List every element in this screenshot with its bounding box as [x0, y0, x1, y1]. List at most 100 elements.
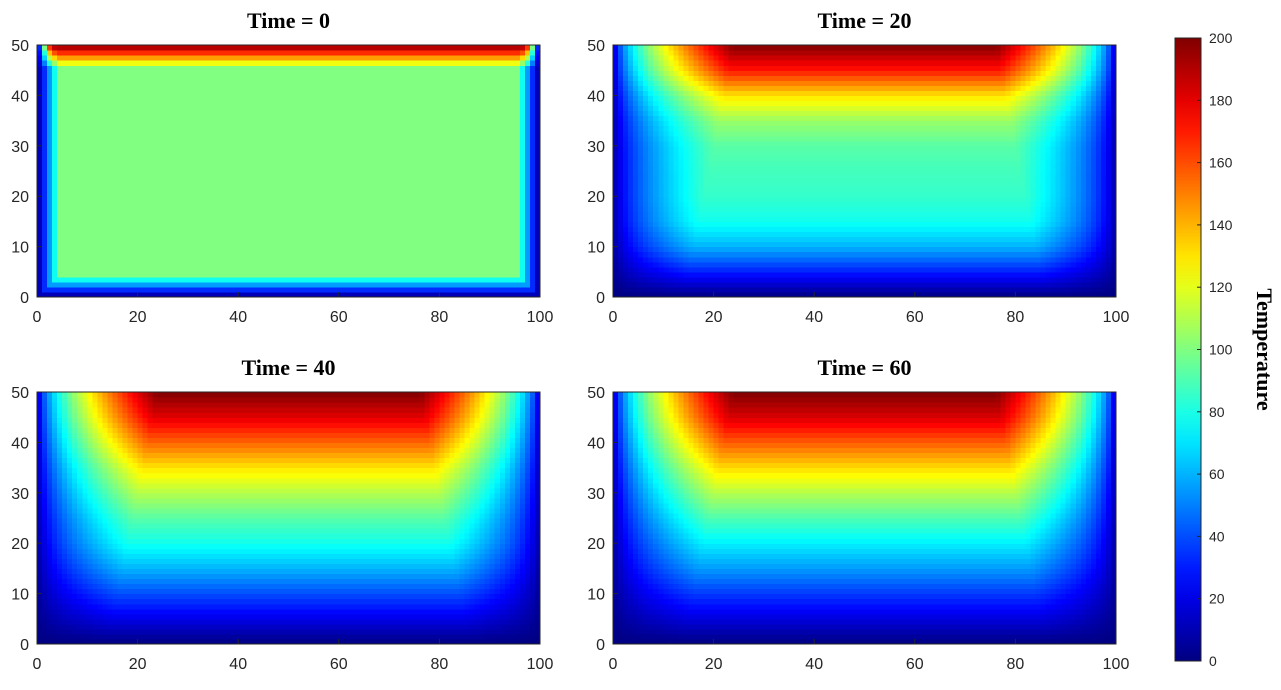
- heatmap-cell: [514, 80, 521, 86]
- heatmap-cell: [42, 95, 48, 102]
- heatmap-cell: [429, 286, 435, 293]
- heatmap-cell: [243, 276, 249, 283]
- heatmap-cell: [529, 150, 536, 157]
- heatmap-cell: [82, 135, 88, 142]
- heatmap-cell: [67, 256, 73, 263]
- heatmap-cell: [328, 155, 335, 162]
- heatmap-cell: [92, 155, 98, 162]
- heatmap-cell: [218, 100, 224, 107]
- heatmap-cell: [529, 221, 536, 228]
- heatmap-cell: [414, 70, 420, 76]
- heatmap-cell: [187, 160, 194, 167]
- heatmap-cell: [147, 186, 154, 192]
- heatmap-cell: [494, 145, 501, 152]
- heatmap-cell: [82, 75, 88, 81]
- heatmap-cell: [484, 271, 491, 278]
- heatmap-cell: [343, 75, 350, 81]
- heatmap-cell: [172, 186, 179, 192]
- heatmap-cell: [213, 286, 219, 293]
- heatmap-cell: [509, 55, 516, 61]
- heatmap-cell: [519, 100, 526, 107]
- heatmap-cell: [243, 130, 249, 137]
- heatmap-cell: [238, 145, 244, 152]
- heatmap-cell: [404, 231, 410, 238]
- heatmap-cell: [87, 145, 93, 152]
- heatmap-cell: [102, 110, 109, 117]
- heatmap-cell: [504, 125, 511, 132]
- heatmap-cell: [384, 145, 390, 152]
- heatmap-cell: [228, 171, 234, 177]
- heatmap-cell: [509, 160, 516, 167]
- heatmap-cell: [409, 256, 415, 263]
- heatmap-cell: [419, 95, 425, 102]
- heatmap-cell: [127, 206, 134, 212]
- heatmap-cell: [444, 125, 451, 132]
- heatmap-cell: [72, 165, 78, 172]
- heatmap-cell: [152, 120, 159, 127]
- heatmap-cell: [167, 130, 174, 137]
- heatmap-cell: [338, 246, 345, 253]
- heatmap-cell: [439, 286, 446, 293]
- heatmap-cell: [394, 251, 400, 258]
- heatmap-cell: [77, 60, 83, 66]
- heatmap-cell: [379, 236, 385, 243]
- heatmap-cell: [464, 145, 471, 152]
- heatmap-cell: [208, 140, 214, 147]
- heatmap-cell: [258, 75, 264, 81]
- heatmap-cell: [489, 181, 496, 187]
- heatmap-cell: [534, 90, 541, 96]
- heatmap-cell: [57, 65, 63, 71]
- heatmap-cell: [87, 100, 93, 107]
- heatmap-cell: [37, 216, 43, 222]
- heatmap-cell: [127, 85, 134, 91]
- heatmap-cell: [192, 206, 199, 212]
- heatmap-cell: [47, 165, 53, 172]
- heatmap-cell: [429, 221, 435, 228]
- heatmap-cell: [172, 120, 179, 127]
- heatmap-cell: [132, 216, 139, 222]
- heatmap-cell: [283, 140, 290, 147]
- heatmap-cell: [228, 120, 234, 127]
- heatmap-cell: [384, 291, 390, 298]
- heatmap-cell: [202, 291, 209, 298]
- heatmap-cell: [218, 281, 224, 288]
- heatmap-cell: [374, 221, 380, 228]
- heatmap-cell: [248, 115, 254, 122]
- heatmap-cell: [399, 186, 405, 192]
- heatmap-cell: [52, 55, 58, 61]
- heatmap-cell: [534, 171, 541, 177]
- heatmap-cell: [97, 281, 103, 288]
- heatmap-cell: [524, 181, 531, 187]
- heatmap-cell: [57, 266, 63, 273]
- heatmap-cell: [117, 120, 124, 127]
- heatmap-cell: [258, 206, 264, 212]
- heatmap-cell: [162, 246, 169, 253]
- heatmap-cell: [82, 60, 88, 66]
- heatmap-cell: [368, 120, 375, 127]
- heatmap-cell: [223, 45, 229, 51]
- heatmap-cell: [414, 110, 420, 117]
- heatmap-cell: [313, 155, 320, 162]
- heatmap-cell: [434, 271, 440, 278]
- heatmap-cell: [288, 286, 295, 293]
- heatmap-cell: [57, 100, 63, 107]
- heatmap-cell: [298, 55, 305, 61]
- heatmap-cell: [253, 241, 259, 248]
- heatmap-cell: [127, 120, 134, 127]
- heatmap-cell: [177, 75, 184, 81]
- heatmap-cell: [494, 236, 501, 243]
- heatmap-cell: [72, 251, 78, 258]
- heatmap-cell: [273, 181, 280, 187]
- heatmap-cell: [333, 120, 340, 127]
- heatmap-cell: [394, 140, 400, 147]
- heatmap-cell: [489, 135, 496, 142]
- heatmap-cell: [263, 251, 269, 258]
- heatmap-cell: [303, 155, 310, 162]
- heatmap-cell: [102, 196, 109, 202]
- heatmap-cell: [202, 176, 209, 182]
- heatmap-cell: [117, 241, 124, 248]
- heatmap-cell: [454, 186, 461, 192]
- heatmap-cell: [389, 246, 395, 253]
- heatmap-cell: [384, 196, 390, 202]
- heatmap-cell: [499, 60, 506, 66]
